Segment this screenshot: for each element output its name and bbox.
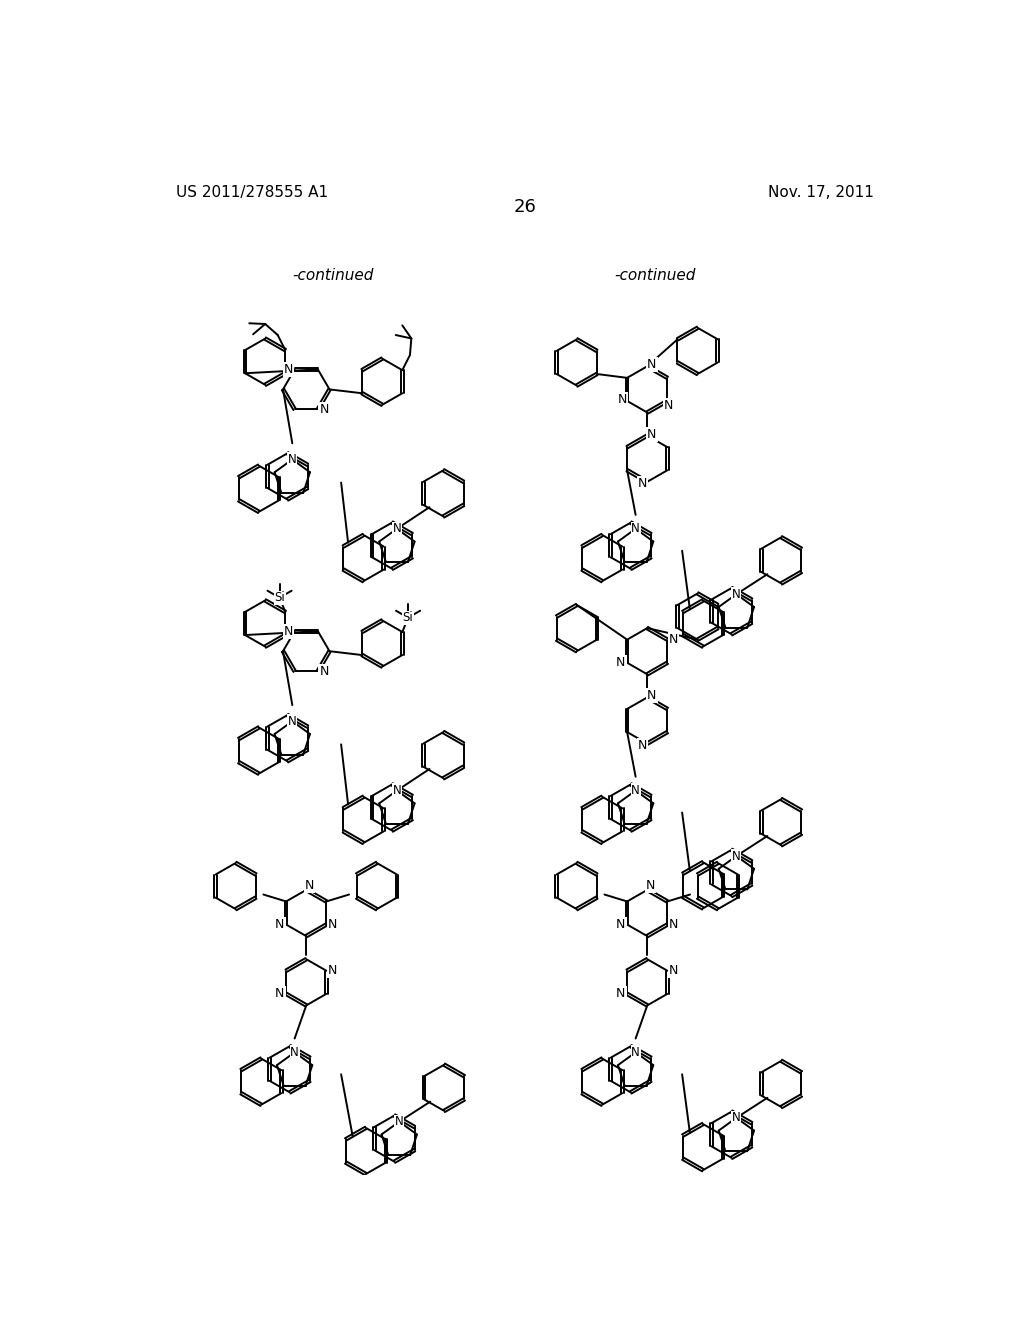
Text: N: N bbox=[616, 917, 626, 931]
Text: N: N bbox=[616, 987, 626, 1001]
Text: N: N bbox=[617, 393, 627, 407]
Text: N: N bbox=[646, 879, 655, 892]
Text: N: N bbox=[732, 850, 740, 862]
Text: N: N bbox=[392, 784, 401, 797]
Text: N: N bbox=[328, 917, 337, 931]
Text: N: N bbox=[395, 1115, 403, 1129]
Text: N: N bbox=[392, 523, 401, 536]
Text: N: N bbox=[631, 1045, 640, 1059]
Text: N: N bbox=[732, 1111, 740, 1125]
Text: N: N bbox=[616, 656, 626, 669]
Text: N: N bbox=[669, 634, 678, 647]
Text: N: N bbox=[669, 917, 678, 931]
Text: Nov. 17, 2011: Nov. 17, 2011 bbox=[768, 185, 873, 201]
Text: N: N bbox=[305, 879, 314, 892]
Text: N: N bbox=[290, 1045, 299, 1059]
Text: US 2011/278555 A1: US 2011/278555 A1 bbox=[176, 185, 328, 201]
Text: -continued: -continued bbox=[293, 268, 374, 282]
Text: Si: Si bbox=[274, 591, 285, 605]
Text: N: N bbox=[275, 987, 285, 1001]
Text: N: N bbox=[288, 453, 297, 466]
Text: N: N bbox=[275, 917, 285, 931]
Text: N: N bbox=[284, 363, 293, 376]
Text: N: N bbox=[319, 403, 329, 416]
Text: -continued: -continued bbox=[614, 268, 695, 282]
Text: N: N bbox=[732, 587, 740, 601]
Text: Si: Si bbox=[402, 611, 414, 624]
Text: N: N bbox=[631, 523, 640, 536]
Text: 26: 26 bbox=[513, 198, 537, 216]
Text: N: N bbox=[288, 714, 297, 727]
Text: N: N bbox=[647, 358, 656, 371]
Text: N: N bbox=[328, 964, 337, 977]
Text: N: N bbox=[319, 665, 329, 677]
Text: N: N bbox=[284, 624, 293, 638]
Text: N: N bbox=[638, 477, 647, 490]
Text: N: N bbox=[631, 784, 640, 797]
Text: N: N bbox=[665, 399, 674, 412]
Text: N: N bbox=[638, 739, 647, 752]
Text: N: N bbox=[647, 428, 656, 441]
Text: N: N bbox=[669, 964, 678, 977]
Text: N: N bbox=[647, 689, 656, 702]
